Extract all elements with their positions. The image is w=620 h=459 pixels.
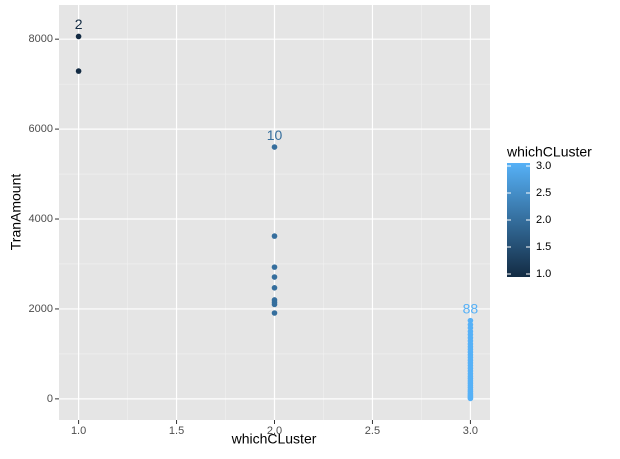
- annotation: 88: [463, 300, 479, 316]
- point: [271, 285, 278, 291]
- legend-title: whichCLuster: [506, 144, 592, 160]
- point: [467, 321, 474, 328]
- annotation: 2: [75, 16, 83, 32]
- x-tick-label: 2.5: [365, 425, 380, 437]
- x-tick-label: 2.0: [267, 425, 282, 437]
- point: [271, 264, 278, 270]
- y-tick-label: 8000: [29, 33, 53, 45]
- point: [271, 274, 278, 280]
- point: [271, 301, 278, 308]
- x-axis-title: whichCLuster: [231, 431, 317, 447]
- point: [467, 317, 474, 324]
- point: [271, 144, 278, 150]
- y-axis-title: TranAmount: [8, 174, 24, 251]
- legend-label: 1.5: [536, 241, 551, 253]
- point: [271, 233, 278, 239]
- annotation: 10: [267, 127, 283, 143]
- legend-label: 1.0: [536, 268, 551, 280]
- legend-label: 2.5: [536, 187, 551, 199]
- x-tick-label: 1.0: [71, 425, 86, 437]
- x-tick-label: 1.5: [169, 425, 184, 437]
- legend-label: 3.0: [536, 160, 551, 172]
- y-tick-label: 0: [47, 393, 53, 405]
- point: [75, 33, 82, 40]
- x-tick-label: 3.0: [463, 425, 478, 437]
- y-tick-label: 6000: [29, 123, 53, 135]
- y-tick-label: 2000: [29, 303, 53, 315]
- point: [271, 310, 278, 316]
- point: [75, 68, 82, 74]
- colorbar: [507, 163, 530, 277]
- y-tick-label: 4000: [29, 213, 53, 225]
- legend-label: 2.0: [536, 214, 551, 226]
